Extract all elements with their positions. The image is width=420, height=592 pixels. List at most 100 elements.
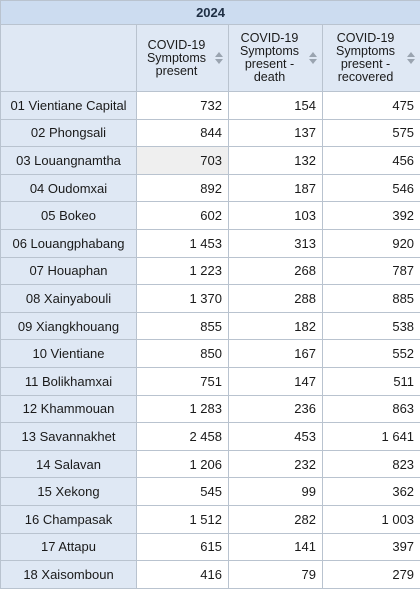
cell-death[interactable]: 79 [228,560,323,589]
cell-present[interactable]: 1 223 [136,256,229,286]
cell-present[interactable]: 751 [136,366,229,396]
cell-death[interactable]: 103 [228,201,323,230]
row-label: 09 Xiangkhouang [0,311,137,341]
header-line: present [155,63,198,78]
cell-recovered[interactable]: 279 [321,560,420,589]
header-line: Symptoms [336,44,396,58]
header-line: COVID-19 [240,31,299,45]
row-label: 01 Vientiane Capital [0,91,137,120]
cell-death[interactable]: 236 [228,394,323,424]
cell-recovered[interactable]: 920 [321,228,420,258]
cell-death[interactable]: 453 [228,422,323,451]
row-label: 18 Xaisomboun [0,560,137,589]
cell-death[interactable]: 182 [228,311,323,341]
year-header-row: 2024 [0,0,420,25]
cell-present[interactable]: 545 [136,477,229,506]
cell-present[interactable]: 892 [136,173,229,203]
table-row: 06 Louangphabang 1 453 313 920 [0,228,420,258]
header-line: COVID-19 [336,31,395,45]
cell-death[interactable]: 282 [228,504,323,534]
cell-recovered[interactable]: 885 [321,284,420,313]
row-label: 14 Salavan [0,449,137,479]
cell-present[interactable]: 1 370 [136,284,229,313]
table-row: 04 Oudomxai 892 187 546 [0,173,420,203]
row-label: 05 Bokeo [0,201,137,230]
header-line: death [253,70,286,84]
table-row: 15 Xekong 545 99 362 [0,477,420,506]
cell-recovered[interactable]: 392 [321,201,420,230]
cell-death[interactable]: 313 [228,228,323,258]
sort-arrows-icon[interactable] [215,51,223,65]
cell-recovered[interactable]: 823 [321,449,420,479]
cell-present[interactable]: 2 458 [136,422,229,451]
cell-death[interactable]: 147 [228,366,323,396]
table-row: 11 Bolikhamxai 751 147 511 [0,366,420,396]
table-row: 07 Houaphan 1 223 268 787 [0,256,420,286]
cell-death[interactable]: 141 [228,532,323,562]
table-row: 02 Phongsali 844 137 575 [0,118,420,148]
cell-death[interactable]: 99 [228,477,323,506]
cell-death[interactable]: 232 [228,449,323,479]
cell-present[interactable]: 844 [136,118,229,148]
header-line: recovered [337,70,394,84]
cell-present[interactable]: 855 [136,311,229,341]
cell-death[interactable]: 132 [228,146,323,175]
table-row: 09 Xiangkhouang 855 182 538 [0,311,420,341]
cell-present[interactable]: 703 [136,146,229,175]
cell-recovered[interactable]: 538 [321,311,420,341]
row-label: 11 Bolikhamxai [0,366,137,396]
cell-death[interactable]: 288 [228,284,323,313]
sort-arrows-icon[interactable] [309,51,317,65]
cell-recovered[interactable]: 1 641 [321,422,420,451]
table-row: 14 Salavan 1 206 232 823 [0,449,420,479]
row-label: 12 Khammouan [0,394,137,424]
header-line: present - [340,57,391,71]
row-label: 10 Vientiane [0,339,137,368]
cell-recovered[interactable]: 397 [321,532,420,562]
row-label: 06 Louangphabang [0,228,137,258]
cell-recovered[interactable]: 362 [321,477,420,506]
cell-death[interactable]: 187 [228,173,323,203]
cell-present[interactable]: 1 206 [136,449,229,479]
table-row: 13 Savannakhet 2 458 453 1 641 [0,422,420,451]
cell-recovered[interactable]: 1 003 [321,504,420,534]
column-header-row: COVID-19 Symptoms present COVID-19 Sympt… [0,24,420,92]
year-header: 2024 [0,0,420,25]
cell-recovered[interactable]: 511 [321,366,420,396]
cell-present[interactable]: 615 [136,532,229,562]
column-header-symptoms-recovered[interactable]: COVID-19 Symptoms present - recovered [321,24,420,92]
sort-arrows-icon[interactable] [407,51,416,65]
column-header-symptoms-death[interactable]: COVID-19 Symptoms present - death [228,24,323,92]
cell-present[interactable]: 602 [136,201,229,230]
cell-present[interactable]: 416 [136,560,229,589]
cell-recovered[interactable]: 552 [321,339,420,368]
row-label: 13 Savannakhet [0,422,137,451]
cell-recovered[interactable]: 546 [321,173,420,203]
header-line: Symptoms [146,50,207,65]
row-label: 16 Champasak [0,504,137,534]
column-header-symptoms-present[interactable]: COVID-19 Symptoms present [136,24,229,92]
cell-recovered[interactable]: 456 [321,146,420,175]
row-label: 07 Houaphan [0,256,137,286]
cell-present[interactable]: 1 512 [136,504,229,534]
cell-recovered[interactable]: 863 [321,394,420,424]
cell-recovered[interactable]: 475 [321,91,420,120]
cell-death[interactable]: 268 [228,256,323,286]
cell-present[interactable]: 732 [136,91,229,120]
cell-present[interactable]: 850 [136,339,229,368]
corner-cell [0,24,137,92]
table-row: 03 Louangnamtha 703 132 456 [0,146,420,175]
cell-present[interactable]: 1 453 [136,228,229,258]
table-row: 01 Vientiane Capital 732 154 475 [0,91,420,120]
cell-recovered[interactable]: 575 [321,118,420,148]
cell-death[interactable]: 137 [228,118,323,148]
header-line: Symptoms [239,44,300,58]
cell-recovered[interactable]: 787 [321,256,420,286]
table-row: 16 Champasak 1 512 282 1 003 [0,504,420,534]
cell-death[interactable]: 167 [228,339,323,368]
cell-present[interactable]: 1 283 [136,394,229,424]
table-row: 17 Attapu 615 141 397 [0,532,420,562]
table-row: 08 Xainyabouli 1 370 288 885 [0,284,420,313]
header-line: present - [244,57,295,71]
cell-death[interactable]: 154 [228,91,323,120]
